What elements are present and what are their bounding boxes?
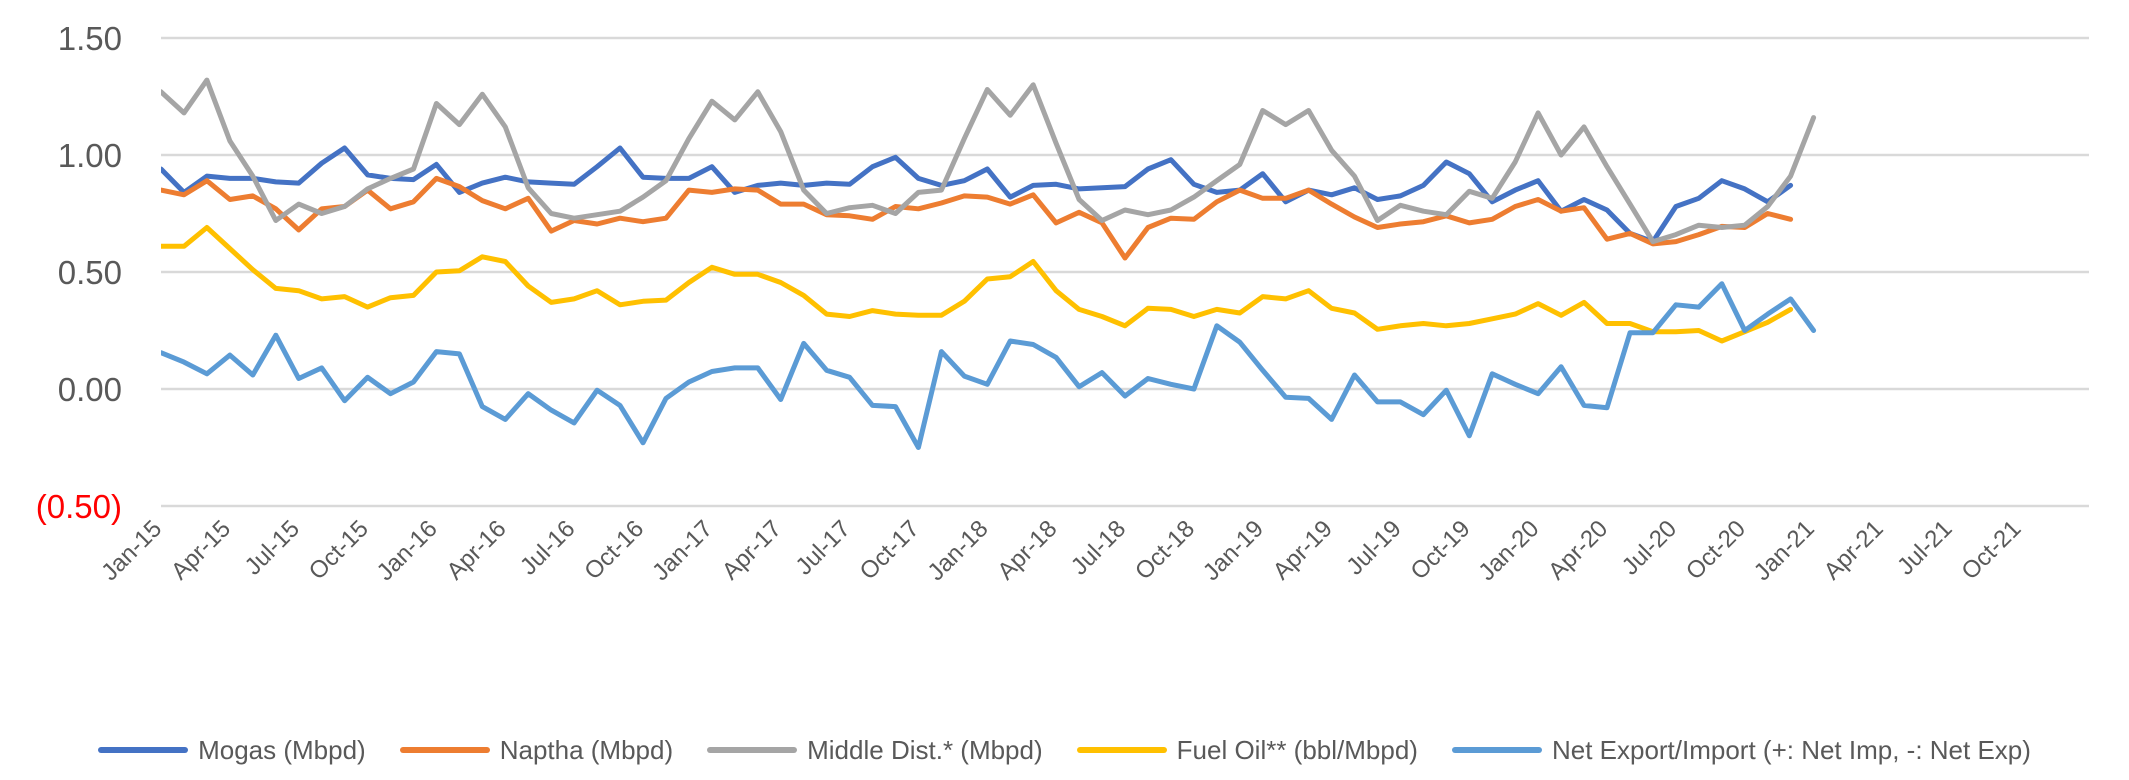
legend-item: Naptha (Mbpd) — [399, 734, 674, 766]
x-tick-label: Jan-16 — [372, 515, 443, 586]
gridlines — [161, 36, 2089, 508]
legend-item: Fuel Oil** (bbl/Mbpd) — [1076, 734, 1418, 766]
y-tick-label: 1.50 — [58, 20, 122, 57]
x-tick-label: Jan-21 — [1749, 515, 1820, 586]
legend-swatch — [707, 747, 798, 753]
x-tick-label: Jul-18 — [1066, 515, 1131, 580]
x-tick-label: Jul-15 — [240, 515, 305, 580]
x-tick-label: Oct-20 — [1681, 515, 1751, 585]
series-line-2 — [161, 77, 1817, 245]
x-tick-label: Apr-21 — [1819, 515, 1889, 585]
y-tick-label: (0.50) — [36, 488, 122, 525]
x-tick-label: Apr-15 — [166, 515, 236, 585]
legend-label: Naptha (Mbpd) — [499, 734, 674, 765]
x-tick-label: Apr-18 — [992, 515, 1062, 585]
x-tick-label: Jul-17 — [790, 515, 855, 580]
x-tick-label: Jan-20 — [1473, 515, 1544, 586]
x-tick-label: Jan-15 — [96, 515, 167, 586]
x-tick-label: Apr-17 — [717, 515, 787, 585]
series-lines — [161, 77, 1817, 450]
series-line-1 — [161, 175, 1794, 261]
x-tick-label: Oct-19 — [1406, 515, 1476, 585]
series-line-4 — [161, 281, 1817, 450]
legend-swatch — [1076, 747, 1167, 753]
x-tick-label: Oct-21 — [1956, 515, 2026, 585]
legend-label: Middle Dist.* (Mbpd) — [807, 734, 1043, 765]
legend: Mogas (Mbpd) Naptha (Mbpd) Middle Dist.* (… — [0, 730, 2129, 770]
legend-item: Middle Dist.* (Mbpd) — [707, 735, 1043, 766]
x-tick-label: Apr-20 — [1543, 515, 1613, 585]
x-tick-label: Jul-16 — [515, 515, 580, 580]
y-tick-label: 0.50 — [58, 254, 122, 291]
x-tick-label: Oct-16 — [579, 515, 649, 585]
legend-swatch — [399, 747, 490, 753]
x-tick-label: Apr-19 — [1268, 515, 1338, 585]
legend-item: Net Export/Import (+: Net Imp, -: Net Ex… — [1451, 734, 2031, 766]
x-tick-label: Oct-18 — [1130, 515, 1200, 585]
legend-label: Net Export/Import (+: Net Imp, -: Net Ex… — [1551, 734, 2031, 765]
legend-label: Fuel Oil** (bbl/Mbpd) — [1176, 734, 1418, 765]
legend-item: Mogas (Mbpd) — [98, 735, 366, 766]
x-tick-label: Oct-17 — [855, 515, 925, 585]
y-axis-tick-labels: 1.50 1.00 0.50 0.00 (0.50) — [36, 20, 122, 525]
legend-label: Mogas (Mbpd) — [198, 734, 366, 765]
legend-swatch — [1451, 747, 1542, 753]
y-tick-label: 1.00 — [58, 137, 122, 174]
y-tick-label: 0.00 — [58, 371, 122, 408]
x-tick-label: Jan-17 — [647, 515, 718, 586]
x-tick-label: Jul-21 — [1892, 515, 1957, 580]
x-tick-label: Apr-16 — [441, 515, 511, 585]
legend-swatch — [98, 747, 189, 753]
x-tick-label: Jul-20 — [1617, 515, 1682, 580]
x-tick-label: Jan-18 — [923, 515, 994, 586]
x-tick-label: Jan-19 — [1198, 515, 1269, 586]
series-line-3 — [161, 225, 1794, 344]
x-tick-label: Jul-19 — [1341, 515, 1406, 580]
x-tick-label: Oct-15 — [304, 515, 374, 585]
series-line-0 — [161, 145, 1794, 245]
